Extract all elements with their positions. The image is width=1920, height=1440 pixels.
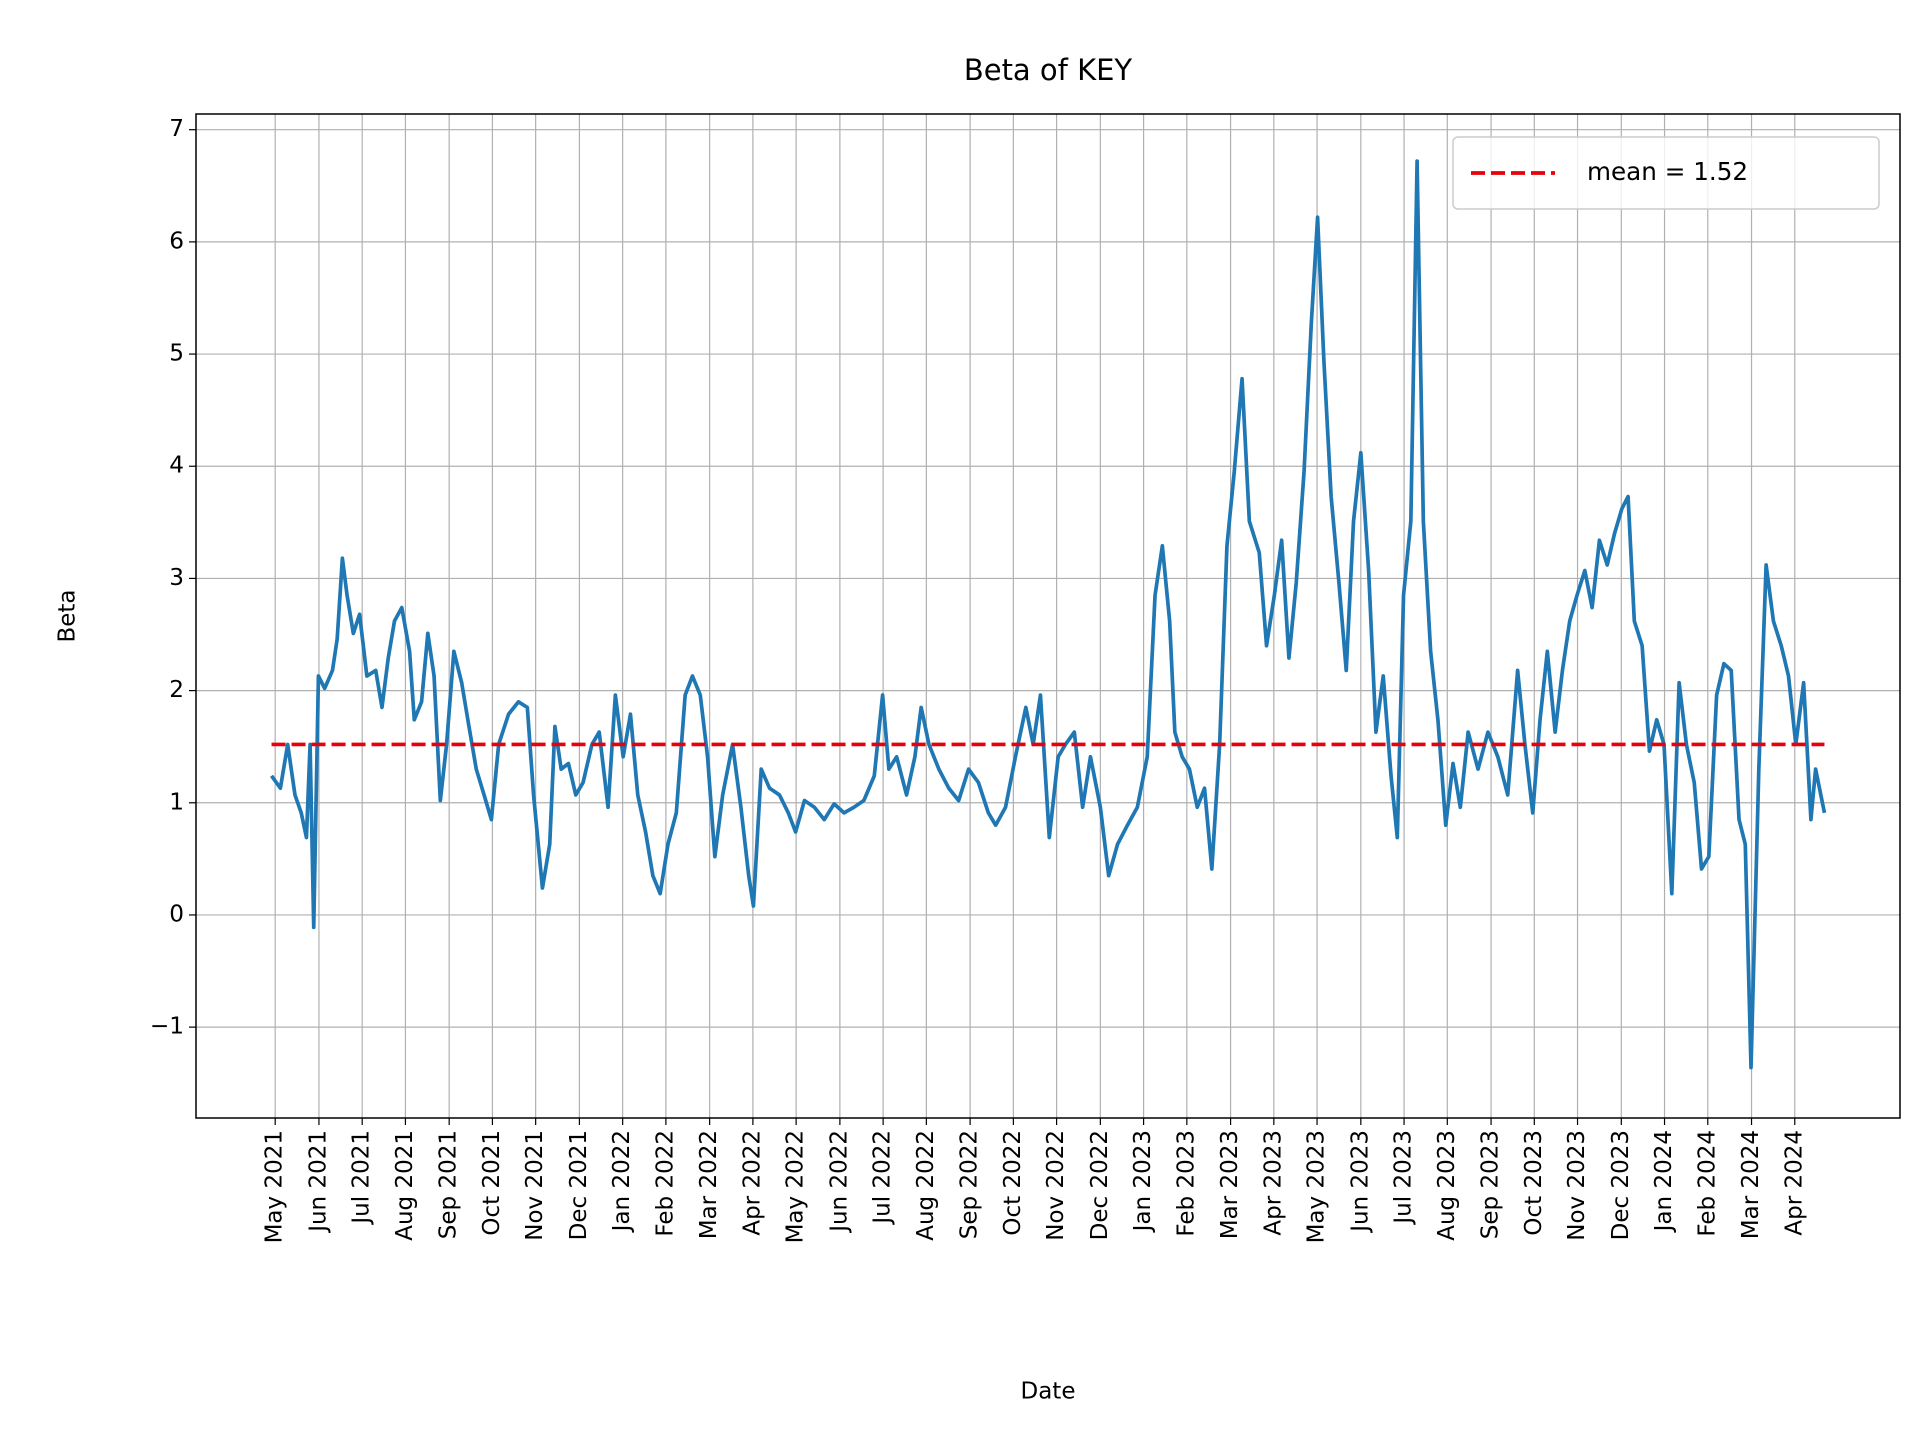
x-tick-label: Jan 2022 [609,1130,635,1233]
legend-label: mean = 1.52 [1587,157,1748,186]
y-axis-label: Beta [55,589,81,642]
x-tick-label: Feb 2024 [1694,1130,1720,1237]
x-tick-label: May 2022 [783,1130,809,1243]
x-tick-label: Jun 2022 [826,1130,852,1234]
x-tick-label: Nov 2021 [522,1130,548,1241]
x-tick-label: Dec 2021 [566,1130,592,1240]
x-tick-label: Aug 2023 [1434,1130,1460,1241]
y-tick-label: −1 [150,1013,184,1040]
y-tick-label: 4 [169,452,184,479]
x-tick-label: Sep 2021 [436,1130,462,1239]
x-tick-label: May 2023 [1304,1130,1330,1243]
x-tick-label: Jul 2022 [870,1130,896,1226]
data-line [270,159,1827,1070]
x-tick-label: Feb 2023 [1173,1130,1199,1237]
y-tick-label: 0 [169,900,184,927]
y-tick-label: 1 [169,788,184,815]
y-tick-label: 3 [169,564,184,591]
chart-title: Beta of KEY [964,53,1133,87]
x-tick-label: Apr 2022 [739,1130,765,1236]
x-tick-label: Aug 2021 [392,1130,418,1241]
x-axis-label: Date [1021,1379,1076,1405]
x-tick-label: Aug 2022 [913,1130,939,1241]
x-tick-label: Jan 2023 [1130,1130,1156,1233]
x-tick-label: Sep 2023 [1478,1130,1504,1239]
x-tick-label: Apr 2023 [1260,1130,1286,1236]
x-tick-label: Oct 2021 [479,1130,505,1236]
y-tick-label: 6 [169,227,184,254]
y-tick-label: 7 [169,115,184,142]
x-tick-label: Jul 2021 [349,1130,375,1226]
y-tick-label: 2 [169,676,184,703]
x-tick-label: Nov 2023 [1564,1130,1590,1241]
y-tick-label: 5 [169,340,184,367]
plot-frame [195,113,1901,1119]
x-tick-label: Oct 2023 [1521,1130,1547,1236]
x-tick-label: Mar 2024 [1738,1130,1764,1239]
legend-box [1452,136,1880,210]
x-tick-label: Dec 2023 [1608,1130,1634,1240]
x-tick-label: Mar 2022 [696,1130,722,1239]
x-tick-label: Mar 2023 [1217,1130,1243,1239]
x-tick-label: Dec 2022 [1087,1130,1113,1240]
x-tick-label: Jun 2023 [1347,1130,1373,1234]
x-tick-label: Sep 2022 [957,1130,983,1239]
x-tick-label: Jan 2024 [1651,1130,1677,1233]
x-tick-label: Oct 2022 [1000,1130,1026,1236]
x-tick-label: Nov 2022 [1043,1130,1069,1241]
x-tick-label: May 2021 [262,1130,288,1243]
x-tick-label: Apr 2024 [1781,1130,1807,1236]
x-tick-label: Jul 2023 [1391,1130,1417,1226]
x-tick-label: Feb 2022 [652,1130,678,1237]
x-tick-label: Jun 2021 [305,1130,331,1234]
